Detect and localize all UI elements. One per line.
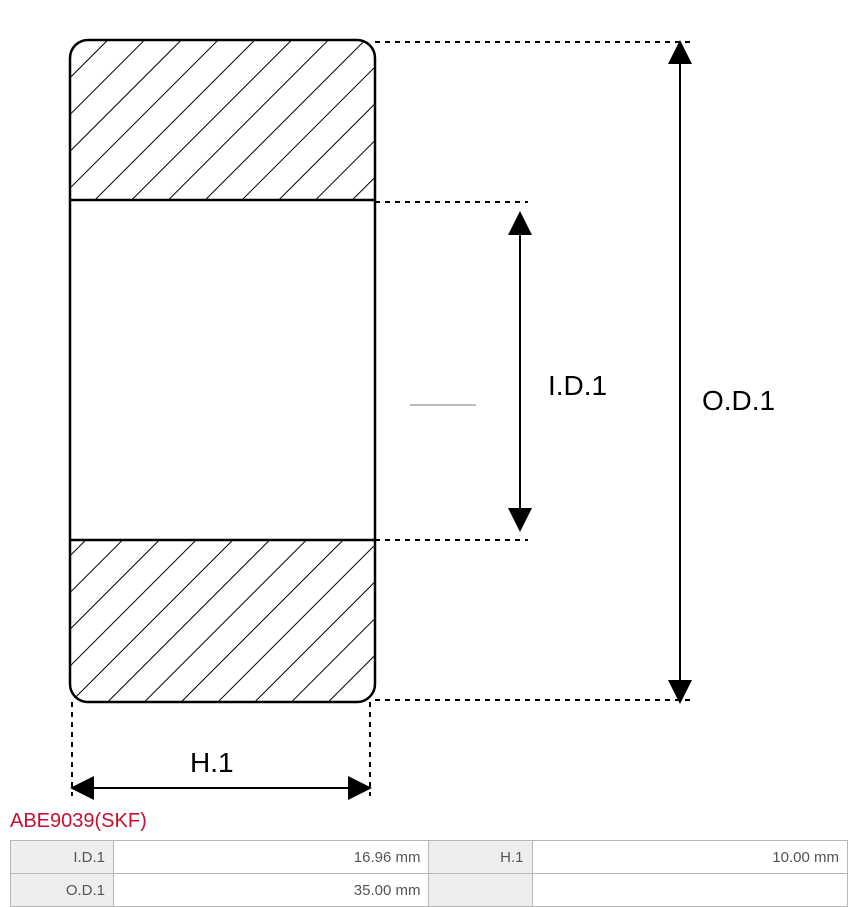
dim-label-od1: O.D.1 — [702, 385, 775, 416]
spec-value: 16.96 mm — [114, 841, 429, 874]
part-number-title: ABE9039(SKF) — [10, 810, 147, 833]
table-row: O.D.135.00 mm — [11, 874, 848, 907]
spec-key — [429, 874, 532, 907]
spec-value: 35.00 mm — [114, 874, 429, 907]
table-row: I.D.116.96 mmH.110.00 mm — [11, 841, 848, 874]
spec-value: 10.00 mm — [532, 841, 847, 874]
spec-table: I.D.116.96 mmH.110.00 mmO.D.135.00 mm — [10, 840, 848, 907]
dim-label-id1: I.D.1 — [548, 370, 607, 401]
cross-section-diagram: O.D.1 I.D.1 H.1 — [0, 0, 848, 805]
spec-key: I.D.1 — [11, 841, 114, 874]
page-root: O.D.1I.D.1H.1 ABE9039(SKF) I.D.116.96 mm… — [0, 0, 848, 907]
spec-value — [532, 874, 847, 907]
spec-key: O.D.1 — [11, 874, 114, 907]
spec-key: H.1 — [429, 841, 532, 874]
dim-label-h1: H.1 — [190, 747, 234, 778]
